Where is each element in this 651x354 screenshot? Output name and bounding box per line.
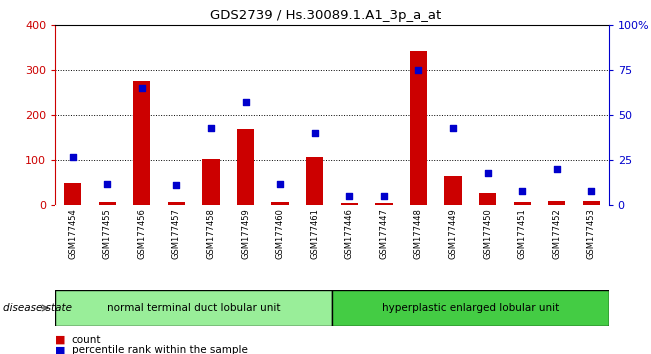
Text: GSM177454: GSM177454 <box>68 208 77 259</box>
Bar <box>55 290 332 326</box>
Point <box>137 85 147 91</box>
Point <box>448 125 458 131</box>
Bar <box>445 176 462 205</box>
Text: count: count <box>72 335 101 345</box>
Text: GSM177459: GSM177459 <box>241 208 250 259</box>
Text: GSM177447: GSM177447 <box>380 208 389 259</box>
Text: disease state: disease state <box>3 303 72 313</box>
Bar <box>583 201 600 205</box>
Bar <box>514 202 531 205</box>
Point <box>309 130 320 136</box>
Bar <box>479 193 496 205</box>
Point <box>206 125 216 131</box>
Text: hyperplastic enlarged lobular unit: hyperplastic enlarged lobular unit <box>381 303 559 313</box>
Point <box>68 154 78 159</box>
Text: GSM177455: GSM177455 <box>103 208 112 259</box>
Text: ■: ■ <box>55 335 66 345</box>
Text: GSM177456: GSM177456 <box>137 208 146 259</box>
Bar <box>202 159 219 205</box>
Point <box>240 99 251 105</box>
Point <box>102 181 113 187</box>
Bar <box>548 201 566 205</box>
Point <box>551 166 562 172</box>
Bar <box>271 202 289 205</box>
Point <box>586 188 596 194</box>
Text: GSM177460: GSM177460 <box>275 208 284 259</box>
Text: percentile rank within the sample: percentile rank within the sample <box>72 346 247 354</box>
Text: GSM177453: GSM177453 <box>587 208 596 259</box>
Text: GSM177450: GSM177450 <box>483 208 492 259</box>
Text: GSM177452: GSM177452 <box>552 208 561 259</box>
Point <box>275 181 285 187</box>
Point <box>171 183 182 188</box>
Point <box>379 193 389 199</box>
Text: normal terminal duct lobular unit: normal terminal duct lobular unit <box>107 303 281 313</box>
Text: GSM177451: GSM177451 <box>518 208 527 259</box>
Bar <box>332 290 609 326</box>
Point <box>482 170 493 176</box>
Text: GSM177461: GSM177461 <box>311 208 319 259</box>
Bar <box>64 183 81 205</box>
Bar <box>98 202 116 205</box>
Text: ■: ■ <box>55 346 66 354</box>
Bar <box>410 51 427 205</box>
Point <box>517 188 527 194</box>
Point <box>413 67 424 73</box>
Bar <box>168 202 185 205</box>
Bar <box>133 81 150 205</box>
Bar <box>237 130 254 205</box>
Bar <box>306 156 324 205</box>
Text: GSM177448: GSM177448 <box>414 208 423 259</box>
Text: GDS2739 / Hs.30089.1.A1_3p_a_at: GDS2739 / Hs.30089.1.A1_3p_a_at <box>210 9 441 22</box>
Point <box>344 193 355 199</box>
Text: GSM177458: GSM177458 <box>206 208 215 259</box>
Text: GSM177446: GSM177446 <box>345 208 353 259</box>
Text: GSM177457: GSM177457 <box>172 208 181 259</box>
Text: GSM177449: GSM177449 <box>449 208 458 259</box>
Bar <box>375 203 393 205</box>
Bar <box>340 203 358 205</box>
